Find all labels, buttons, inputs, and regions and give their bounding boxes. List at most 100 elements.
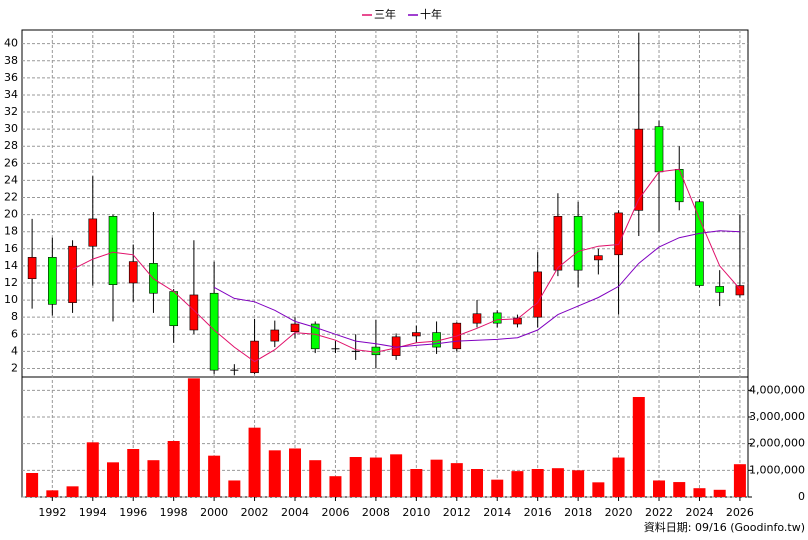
y-tick-label: 10 xyxy=(4,293,18,306)
y2-tick-label: 1,000,000 xyxy=(749,463,805,476)
y-tick-label: 28 xyxy=(4,139,18,152)
candle-body xyxy=(48,257,57,305)
volume-bar xyxy=(390,454,403,497)
y2-tick-label: 3,000,000 xyxy=(749,410,805,423)
volume-bar xyxy=(713,489,726,497)
source-note: 資料日期: 09/16 (Goodinfo.tw) xyxy=(644,520,805,534)
x-tick-label: 1994 xyxy=(79,506,107,519)
volume-bar xyxy=(450,463,463,497)
y-tick-label: 12 xyxy=(4,276,18,289)
volume-bar xyxy=(127,449,140,497)
legend-label: 三年 xyxy=(374,7,396,21)
x-tick-label: 2008 xyxy=(362,506,390,519)
ma-line xyxy=(213,230,740,348)
candle-body xyxy=(715,286,724,293)
volume-bar xyxy=(66,486,79,497)
volume-bar xyxy=(268,450,281,497)
x-tick-label: 2024 xyxy=(685,506,713,519)
candle-body xyxy=(290,323,300,333)
volume-bar xyxy=(228,480,241,497)
candle-body xyxy=(695,201,704,286)
ma-line xyxy=(72,168,741,363)
candle-body xyxy=(270,329,280,342)
volume-bar xyxy=(248,427,261,497)
x-tick-label: 2018 xyxy=(564,506,592,519)
volume-bar xyxy=(693,488,706,497)
x-tick-label: 2010 xyxy=(402,506,430,519)
y-tick-label: 14 xyxy=(4,259,18,272)
x-tick-label: 2026 xyxy=(726,506,754,519)
candle-body xyxy=(735,285,745,296)
x-tick-label: 2012 xyxy=(443,506,471,519)
candle-body xyxy=(674,169,684,203)
legend-label: 十年 xyxy=(420,7,442,21)
y-tick-label: 2 xyxy=(11,361,18,374)
candle-body xyxy=(169,291,178,327)
volume-bar xyxy=(147,460,160,497)
y-tick-label: 40 xyxy=(4,37,18,50)
y-tick-label: 24 xyxy=(4,173,18,186)
x-tick-label: 2022 xyxy=(645,506,673,519)
y-tick-label: 18 xyxy=(4,225,18,238)
volume-bar xyxy=(653,480,666,497)
volume-bar xyxy=(551,468,564,497)
y-tick-label: 32 xyxy=(4,105,18,118)
y-tick-label: 22 xyxy=(4,191,18,204)
candle-body xyxy=(614,212,623,256)
volume-bar xyxy=(107,462,120,497)
volume-bar xyxy=(673,482,686,497)
volume-bar xyxy=(349,457,362,497)
y-tick-label: 34 xyxy=(4,88,18,101)
candle-body xyxy=(108,216,118,285)
candle-body xyxy=(128,261,138,284)
y-tick-label: 36 xyxy=(4,71,18,84)
y-tick-label: 8 xyxy=(11,310,18,323)
x-tick-label: 2004 xyxy=(281,506,309,519)
volume-bar xyxy=(26,473,39,497)
x-tick-label: 2014 xyxy=(483,506,511,519)
x-tick-label: 2016 xyxy=(524,506,552,519)
candle-body xyxy=(189,294,199,331)
volume-bar xyxy=(491,479,504,497)
y2-tick-label: 0 xyxy=(798,490,805,503)
candle-body xyxy=(412,332,421,337)
volume-bar xyxy=(369,457,382,497)
x-tick-label: 2006 xyxy=(321,506,349,519)
candle-body xyxy=(68,245,77,303)
volume-bar xyxy=(471,469,484,497)
y-tick-label: 16 xyxy=(4,242,18,255)
volume-bar xyxy=(329,476,342,497)
y-tick-label: 30 xyxy=(4,122,18,135)
volume-bar xyxy=(592,482,605,497)
candle-body xyxy=(594,255,603,261)
volume-bar xyxy=(410,469,423,497)
candle-body xyxy=(654,126,664,173)
candle-body xyxy=(472,313,482,324)
candle-body xyxy=(371,346,381,356)
y-tick-label: 6 xyxy=(11,327,18,340)
x-tick-label: 1996 xyxy=(119,506,147,519)
y-tick-label: 4 xyxy=(11,344,18,357)
volume-bar xyxy=(86,442,99,497)
y-tick-label: 38 xyxy=(4,54,18,67)
volume-bar xyxy=(632,397,645,497)
volume-bar xyxy=(167,441,180,497)
candle-body xyxy=(88,218,98,247)
volume-bar xyxy=(46,490,59,497)
volume-bar xyxy=(572,470,585,497)
y2-tick-label: 2,000,000 xyxy=(749,437,805,450)
candle-body xyxy=(492,312,502,324)
y-tick-label: 26 xyxy=(4,156,18,169)
volume-bar xyxy=(511,471,524,497)
candle-body xyxy=(209,292,219,371)
volume-bar xyxy=(309,460,322,497)
plot-frame xyxy=(21,29,749,498)
y-tick-label: 20 xyxy=(4,208,18,221)
x-tick-label: 1992 xyxy=(38,506,66,519)
volume-bar xyxy=(289,448,302,497)
x-tick-label: 1998 xyxy=(160,506,188,519)
volume-bar xyxy=(733,464,746,497)
candle-body xyxy=(634,128,644,211)
x-tick-label: 2002 xyxy=(241,506,269,519)
